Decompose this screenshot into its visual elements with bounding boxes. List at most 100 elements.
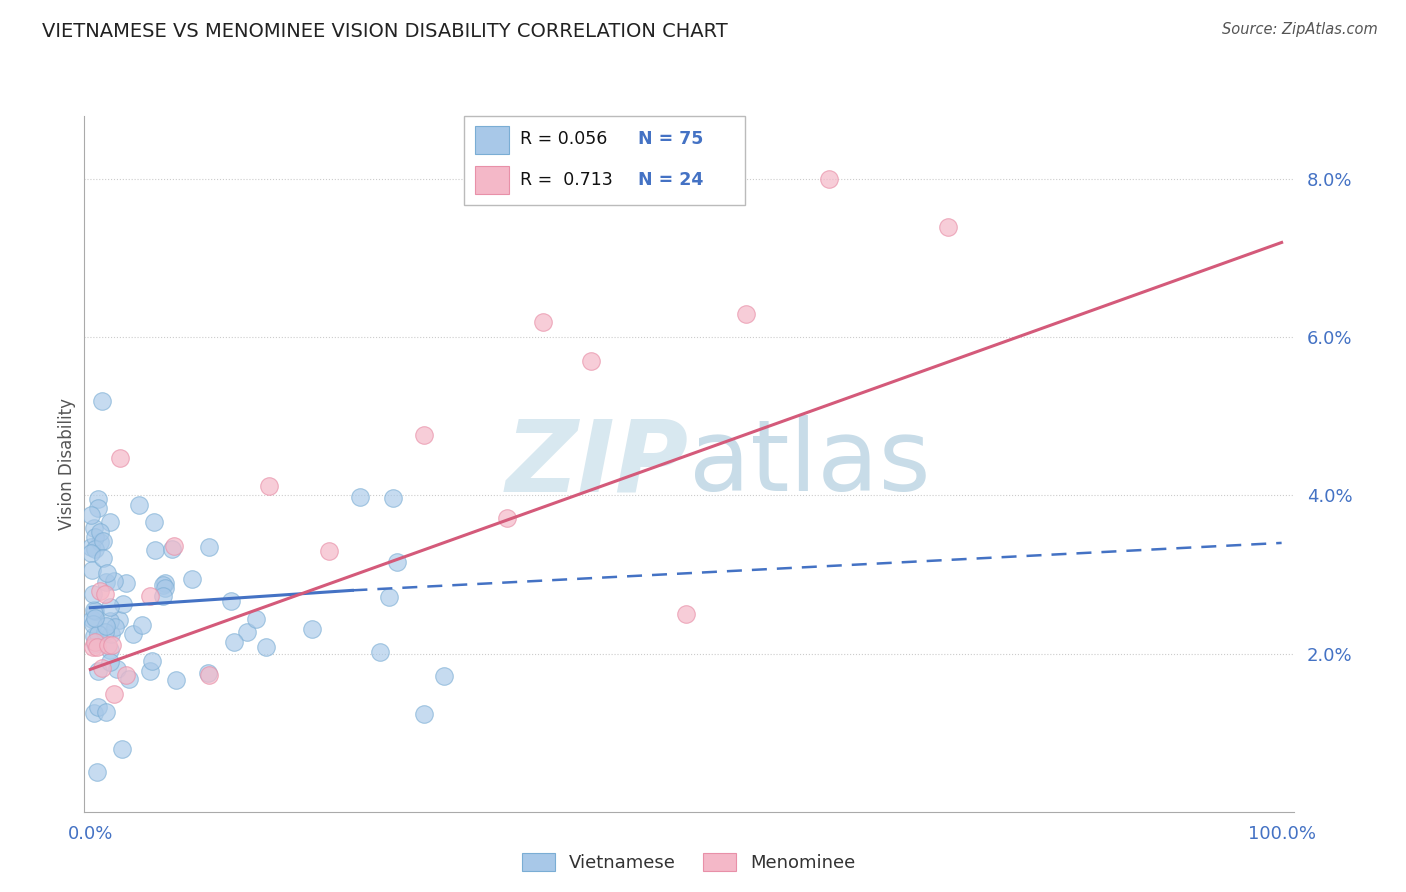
Point (83, 611, 105, 625)
Point (385, 555, 408, 569)
Point (103, 574, 125, 588)
Point (197, 665, 219, 680)
Text: ZIP: ZIP (506, 416, 689, 512)
Point (128, 498, 150, 512)
Point (222, 635, 245, 649)
Point (86, 765, 108, 780)
Point (82, 640, 104, 654)
Point (219, 594, 242, 608)
Point (160, 541, 183, 556)
Point (675, 607, 697, 621)
Point (83, 521, 105, 535)
Point (98, 599, 121, 614)
Text: VIETNAMESE VS MENOMINEE VISION DISABILITY CORRELATION CHART: VIETNAMESE VS MENOMINEE VISION DISABILIT… (42, 22, 728, 41)
Point (86, 640, 108, 655)
Point (115, 668, 138, 682)
FancyBboxPatch shape (475, 166, 509, 194)
Point (141, 654, 163, 668)
Point (734, 307, 756, 321)
Point (165, 673, 187, 687)
Point (84, 604, 107, 618)
Point (117, 672, 139, 686)
Point (87, 492, 110, 507)
Point (94, 624, 117, 639)
Point (107, 613, 129, 627)
Point (143, 515, 166, 529)
Point (301, 622, 323, 636)
Y-axis label: Vision Disability: Vision Disability (58, 398, 76, 530)
Point (152, 578, 174, 592)
Point (80, 612, 103, 626)
Point (105, 662, 128, 676)
Point (94, 619, 117, 633)
Point (198, 540, 221, 554)
Point (139, 589, 162, 603)
Point (84, 635, 107, 649)
Legend: Vietnamese, Menominee: Vietnamese, Menominee (515, 846, 863, 880)
Point (83, 629, 105, 643)
Point (152, 590, 174, 604)
Point (98, 643, 121, 657)
Point (111, 742, 134, 756)
Point (155, 582, 177, 596)
Text: R =  0.713: R = 0.713 (520, 171, 613, 189)
Point (86, 665, 108, 679)
Point (496, 510, 519, 524)
Point (368, 645, 391, 659)
Point (108, 451, 131, 466)
Point (91, 661, 114, 675)
Point (93, 587, 115, 601)
Point (83, 706, 105, 721)
Text: N = 75: N = 75 (638, 130, 703, 148)
Point (89, 524, 111, 539)
FancyBboxPatch shape (475, 126, 509, 154)
Point (87, 627, 110, 641)
Point (143, 543, 166, 558)
Point (82, 617, 104, 632)
Point (245, 612, 267, 626)
Point (96, 566, 118, 581)
Point (103, 687, 125, 701)
Point (87, 699, 110, 714)
Point (257, 478, 280, 492)
Text: R = 0.056: R = 0.056 (520, 130, 607, 148)
Point (104, 620, 127, 634)
Text: Source: ZipAtlas.com: Source: ZipAtlas.com (1222, 22, 1378, 37)
Point (96, 574, 118, 589)
Point (412, 427, 434, 442)
Point (89, 535, 111, 549)
Point (100, 614, 122, 628)
Point (349, 490, 371, 504)
Point (378, 590, 401, 604)
Point (579, 354, 602, 368)
Point (84, 637, 107, 651)
Text: atlas: atlas (689, 416, 931, 512)
Point (80, 540, 103, 554)
Point (433, 669, 456, 683)
Point (531, 314, 554, 328)
Point (139, 665, 162, 679)
Point (94, 705, 117, 719)
Point (155, 575, 177, 590)
Point (83, 603, 105, 617)
Point (818, 172, 841, 186)
Point (87, 501, 110, 516)
Point (254, 640, 277, 655)
Point (114, 575, 136, 590)
Point (112, 597, 135, 611)
Point (318, 543, 340, 558)
Point (98, 655, 121, 669)
Point (131, 618, 153, 632)
Point (97, 639, 120, 653)
Point (91, 393, 114, 408)
Point (93, 534, 115, 549)
Point (80, 546, 103, 560)
FancyBboxPatch shape (464, 116, 745, 205)
Point (180, 572, 202, 586)
Point (83, 530, 105, 544)
Point (122, 627, 145, 641)
Text: N = 24: N = 24 (638, 171, 703, 189)
Point (98, 515, 121, 529)
Point (413, 707, 436, 722)
Point (100, 627, 122, 641)
